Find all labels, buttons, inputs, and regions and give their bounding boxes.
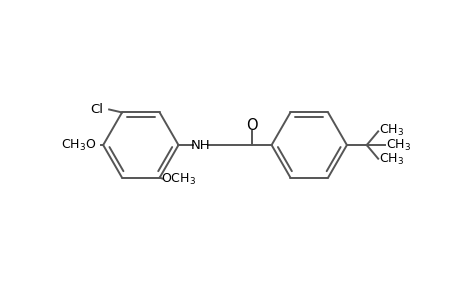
Text: CH$_3$: CH$_3$ [379,123,404,138]
Text: CH$_3$O: CH$_3$O [61,137,96,153]
Text: O: O [246,118,257,133]
Text: OCH$_3$: OCH$_3$ [161,172,196,187]
Text: CH$_3$: CH$_3$ [379,152,404,167]
Text: NH: NH [190,139,210,152]
Text: Cl: Cl [90,103,103,116]
Text: CH$_3$: CH$_3$ [385,137,410,153]
